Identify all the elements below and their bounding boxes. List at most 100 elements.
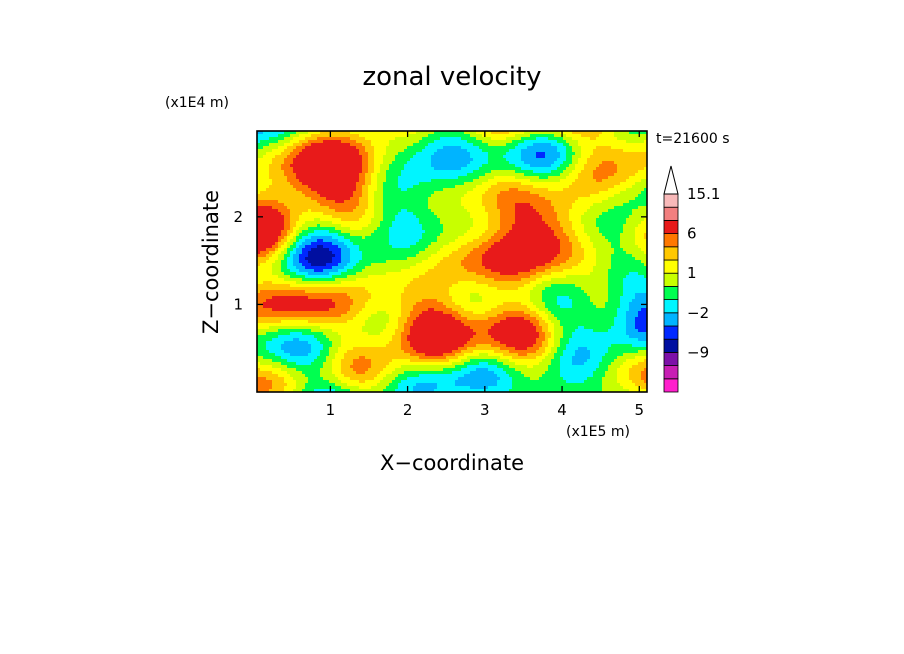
- heatmap-cell: [497, 188, 501, 192]
- heatmap-cell: [320, 197, 324, 201]
- heatmap-cell: [488, 149, 492, 153]
- heatmap-cell: [326, 131, 330, 135]
- heatmap-cell: [311, 203, 315, 207]
- heatmap-cell: [596, 164, 600, 168]
- heatmap-cell: [440, 143, 444, 147]
- heatmap-cell: [359, 191, 363, 195]
- heatmap-cell: [599, 191, 603, 195]
- heatmap-cell: [311, 176, 315, 180]
- heatmap-cell: [629, 152, 633, 156]
- heatmap-cell: [395, 134, 399, 138]
- heatmap-cell: [542, 167, 546, 171]
- heatmap-cell: [593, 179, 597, 183]
- heatmap-cell: [422, 212, 426, 216]
- heatmap-cell: [641, 203, 645, 207]
- heatmap-cell: [482, 167, 486, 171]
- heatmap-cell: [353, 212, 357, 216]
- heatmap-cell: [557, 191, 561, 195]
- heatmap-cell: [359, 143, 363, 147]
- heatmap-cell: [557, 188, 561, 192]
- heatmap-cell: [602, 143, 606, 147]
- heatmap-cell: [305, 158, 309, 162]
- heatmap-cell: [578, 152, 582, 156]
- heatmap-cell: [281, 131, 285, 135]
- heatmap-cell: [455, 134, 459, 138]
- heatmap-cell: [605, 197, 609, 201]
- heatmap-cell: [614, 173, 618, 177]
- heatmap-cell: [404, 203, 408, 207]
- heatmap-cell: [302, 212, 306, 216]
- heatmap-cell: [386, 158, 390, 162]
- heatmap-cell: [299, 197, 303, 201]
- heatmap-cell: [275, 152, 279, 156]
- heatmap-cell: [602, 197, 606, 201]
- heatmap-cell: [422, 209, 426, 213]
- heatmap-cell: [410, 167, 414, 171]
- heatmap-cell: [452, 179, 456, 183]
- heatmap-cell: [458, 203, 462, 207]
- heatmap-cell: [530, 146, 534, 150]
- heatmap-cell: [551, 194, 555, 198]
- heatmap-cell: [575, 146, 579, 150]
- y-scale-note: (x1E4 m): [165, 95, 229, 111]
- heatmap-cell: [461, 203, 465, 207]
- heatmap-cell: [557, 182, 561, 186]
- heatmap-cell: [287, 185, 291, 189]
- heatmap-cell: [497, 164, 501, 168]
- heatmap-cell: [422, 179, 426, 183]
- heatmap-cell: [509, 152, 513, 156]
- heatmap-cell: [356, 161, 360, 165]
- heatmap-cell: [263, 161, 267, 165]
- heatmap-cell: [278, 155, 282, 159]
- heatmap-cell: [545, 152, 549, 156]
- heatmap-cell: [551, 155, 555, 159]
- heatmap-cell: [359, 146, 363, 150]
- heatmap-cell: [389, 185, 393, 189]
- heatmap-cell: [494, 194, 498, 198]
- heatmap-cell: [569, 212, 573, 216]
- heatmap-cell: [458, 167, 462, 171]
- heatmap-cell: [485, 197, 489, 201]
- heatmap-cell: [425, 191, 429, 195]
- heatmap-cell: [389, 152, 393, 156]
- heatmap-cell: [314, 170, 318, 174]
- heatmap-cell: [416, 161, 420, 165]
- heatmap-cell: [260, 188, 264, 192]
- heatmap-cell: [431, 179, 435, 183]
- heatmap-cell: [269, 176, 273, 180]
- heatmap-cell: [575, 173, 579, 177]
- heatmap-cell: [455, 149, 459, 153]
- heatmap-cell: [620, 134, 624, 138]
- heatmap-cell: [641, 152, 645, 156]
- heatmap-cell: [617, 173, 621, 177]
- heatmap-cell: [386, 188, 390, 192]
- heatmap-cell: [362, 143, 366, 147]
- heatmap-cell: [635, 200, 639, 204]
- heatmap-cell: [563, 134, 567, 138]
- heatmap-cell: [290, 173, 294, 177]
- heatmap-cell: [350, 131, 354, 135]
- heatmap-cell: [344, 188, 348, 192]
- heatmap-cell: [305, 143, 309, 147]
- heatmap-cell: [545, 194, 549, 198]
- heatmap-cell: [467, 134, 471, 138]
- heatmap-cell: [446, 161, 450, 165]
- heatmap-cell: [602, 131, 606, 135]
- heatmap-cell: [515, 173, 519, 177]
- heatmap-cell: [494, 209, 498, 213]
- heatmap-cell: [467, 155, 471, 159]
- heatmap-cell: [380, 200, 384, 204]
- heatmap-cell: [314, 179, 318, 183]
- heatmap-cell: [371, 197, 375, 201]
- heatmap-cell: [431, 143, 435, 147]
- heatmap-cell: [596, 137, 600, 141]
- heatmap-cell: [596, 173, 600, 177]
- heatmap-cell: [257, 212, 261, 216]
- heatmap-cell: [347, 146, 351, 150]
- heatmap-cell: [521, 212, 525, 216]
- heatmap-cell: [326, 194, 330, 198]
- heatmap-cell: [374, 140, 378, 144]
- heatmap-cell: [380, 206, 384, 210]
- heatmap-cell: [386, 155, 390, 159]
- heatmap-cell: [350, 176, 354, 180]
